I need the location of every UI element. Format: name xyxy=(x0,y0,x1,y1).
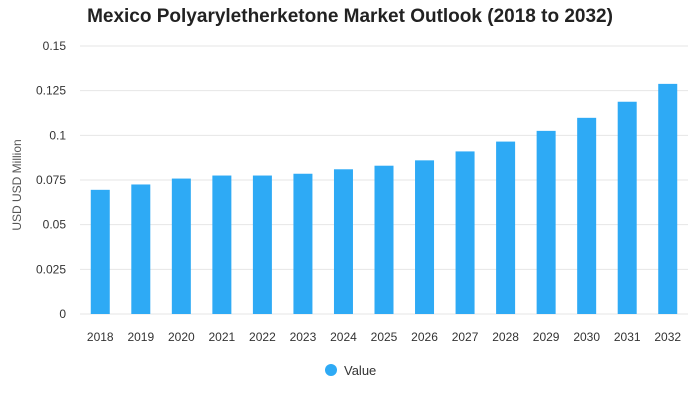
x-tick-label: 2027 xyxy=(452,330,479,344)
x-tick-label: 2021 xyxy=(209,330,236,344)
x-tick-label: 2022 xyxy=(249,330,276,344)
bar-2018[interactable] xyxy=(90,189,110,314)
bar-2022[interactable] xyxy=(252,175,272,314)
x-tick-label: 2031 xyxy=(614,330,641,344)
y-tick-label: 0.025 xyxy=(36,262,66,276)
legend-label-value: Value xyxy=(344,363,376,378)
y-tick-label: 0.1 xyxy=(49,128,66,142)
x-tick-label: 2026 xyxy=(411,330,438,344)
bar-2030[interactable] xyxy=(577,117,597,314)
x-tick-label: 2020 xyxy=(168,330,195,344)
y-tick-label: 0.05 xyxy=(43,218,67,232)
bar-2031[interactable] xyxy=(617,101,637,314)
x-tick-label: 2023 xyxy=(290,330,317,344)
bar-2026[interactable] xyxy=(415,160,435,314)
x-tick-label: 2030 xyxy=(573,330,600,344)
y-tick-label: 0.125 xyxy=(36,84,66,98)
chart-title: Mexico Polyaryletherketone Market Outloo… xyxy=(87,6,613,27)
x-tick-label: 2024 xyxy=(330,330,357,344)
y-axis-ticks: 0 0.025 0.05 0.075 0.1 0.125 0.15 xyxy=(36,39,66,321)
bar-2028[interactable] xyxy=(496,141,516,314)
bar-2019[interactable] xyxy=(131,184,151,314)
legend-swatch xyxy=(325,364,337,376)
y-axis-title: USD USD Million xyxy=(10,139,24,230)
y-tick-label: 0 xyxy=(59,307,66,321)
bar-2029[interactable] xyxy=(536,130,556,314)
x-tick-label: 2025 xyxy=(371,330,398,344)
x-tick-label: 2029 xyxy=(533,330,560,344)
legend[interactable]: Value xyxy=(325,363,376,378)
x-axis-ticks: 2018 2019 2020 2021 2022 2023 2024 2025 2026 2027… xyxy=(87,330,681,344)
x-tick-label: 2019 xyxy=(127,330,154,344)
x-tick-label: 2028 xyxy=(492,330,519,344)
bar-2024[interactable] xyxy=(333,169,353,314)
x-tick-label: 2032 xyxy=(654,330,681,344)
bar-2027[interactable] xyxy=(455,151,475,314)
bar-2025[interactable] xyxy=(374,165,394,314)
y-tick-label: 0.075 xyxy=(36,173,66,187)
bars xyxy=(90,83,678,314)
bar-2032[interactable] xyxy=(658,83,678,314)
bar-2023[interactable] xyxy=(293,173,313,314)
bar-2021[interactable] xyxy=(212,175,232,314)
x-tick-label: 2018 xyxy=(87,330,114,344)
y-tick-label: 0.15 xyxy=(43,39,67,53)
bar-2020[interactable] xyxy=(171,178,191,314)
